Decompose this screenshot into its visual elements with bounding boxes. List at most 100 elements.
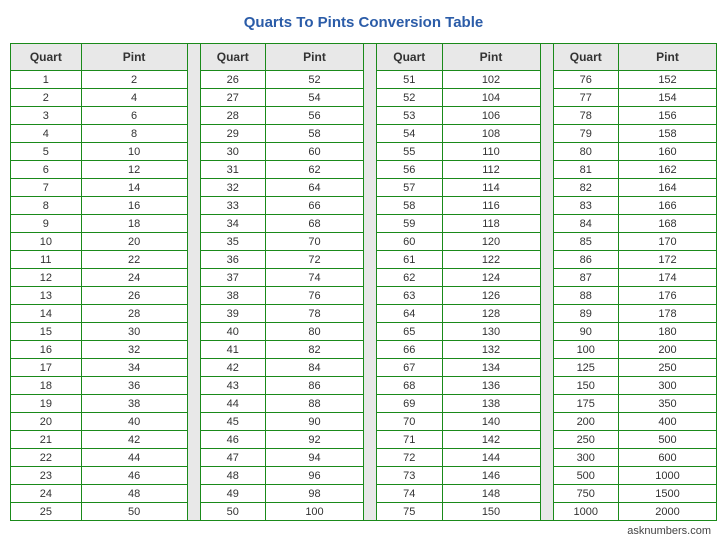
table-row: 79158 [554,125,717,143]
pint-cell: 144 [442,449,540,467]
pint-cell: 160 [619,143,717,161]
quart-cell: 8 [11,197,81,215]
quart-cell: 79 [554,125,619,143]
pint-cell: 62 [266,161,364,179]
table-row: 4998 [201,485,364,503]
column-spacer [188,44,201,520]
pint-cell: 108 [442,125,540,143]
table-row: 3774 [201,269,364,287]
quart-cell: 150 [554,377,619,395]
quart-cell: 69 [377,395,442,413]
table-row: 300600 [554,449,717,467]
quart-cell: 24 [11,485,81,503]
pint-cell: 350 [619,395,717,413]
pint-cell: 250 [619,359,717,377]
table-row: 4590 [201,413,364,431]
table-row: 3468 [201,215,364,233]
pint-cell: 152 [619,71,717,89]
table-row: 1734 [11,359,187,377]
quart-cell: 78 [554,107,619,125]
pint-cell: 158 [619,125,717,143]
pint-cell: 4 [81,89,186,107]
quart-cell: 65 [377,323,442,341]
pint-cell: 120 [442,233,540,251]
pint-cell: 72 [266,251,364,269]
quart-cell: 14 [11,305,81,323]
table-row: 100200 [554,341,717,359]
pint-cell: 118 [442,215,540,233]
table-row: 3264 [201,179,364,197]
table-row: 48 [11,125,187,143]
table-row: 1224 [11,269,187,287]
table-row: 58116 [377,197,540,215]
table-row: 53106 [377,107,540,125]
pint-cell: 24 [81,269,186,287]
conversion-column: QuartPint5110252104531065410855110561125… [377,44,540,520]
pint-cell: 74 [266,269,364,287]
table-row: 65130 [377,323,540,341]
table-row: 90180 [554,323,717,341]
pint-cell: 38 [81,395,186,413]
quart-cell: 23 [11,467,81,485]
pint-cell: 114 [442,179,540,197]
quart-cell: 20 [11,413,81,431]
column-spacer [364,44,377,520]
quart-cell: 73 [377,467,442,485]
pint-cell: 300 [619,377,717,395]
header-pint: Pint [619,44,717,71]
pint-cell: 18 [81,215,186,233]
quart-cell: 57 [377,179,442,197]
table-row: 3060 [201,143,364,161]
pint-cell: 8 [81,125,186,143]
quart-cell: 21 [11,431,81,449]
pint-cell: 122 [442,251,540,269]
table-row: 56112 [377,161,540,179]
conversion-column: QuartPint2652275428562958306031623264336… [201,44,364,520]
quart-cell: 81 [554,161,619,179]
quart-cell: 88 [554,287,619,305]
header-quart: Quart [377,44,442,71]
quart-cell: 50 [201,503,266,521]
quart-cell: 13 [11,287,81,305]
pint-cell: 12 [81,161,186,179]
table-row: 918 [11,215,187,233]
quart-cell: 89 [554,305,619,323]
pint-cell: 178 [619,305,717,323]
table-row: 87174 [554,269,717,287]
table-row: 175350 [554,395,717,413]
quart-cell: 70 [377,413,442,431]
quart-cell: 300 [554,449,619,467]
quart-cell: 45 [201,413,266,431]
quart-cell: 30 [201,143,266,161]
pint-cell: 134 [442,359,540,377]
pint-cell: 174 [619,269,717,287]
table-row: 77154 [554,89,717,107]
pint-cell: 84 [266,359,364,377]
quart-cell: 18 [11,377,81,395]
table-row: 1836 [11,377,187,395]
pint-cell: 116 [442,197,540,215]
table-row: 71142 [377,431,540,449]
table-row: 1020 [11,233,187,251]
pint-cell: 176 [619,287,717,305]
quart-cell: 72 [377,449,442,467]
pint-cell: 2000 [619,503,717,521]
table-row: 3570 [201,233,364,251]
table-row: 1938 [11,395,187,413]
table-row: 78156 [554,107,717,125]
quart-cell: 39 [201,305,266,323]
quart-cell: 125 [554,359,619,377]
quart-cell: 77 [554,89,619,107]
pint-cell: 500 [619,431,717,449]
column-group: QuartPint5110252104531065410855110561125… [364,44,541,520]
table-row: 816 [11,197,187,215]
pint-cell: 42 [81,431,186,449]
quart-cell: 62 [377,269,442,287]
table-row: 61122 [377,251,540,269]
quart-cell: 27 [201,89,266,107]
pint-cell: 142 [442,431,540,449]
quart-cell: 17 [11,359,81,377]
table-row: 83166 [554,197,717,215]
pint-cell: 34 [81,359,186,377]
pint-cell: 48 [81,485,186,503]
